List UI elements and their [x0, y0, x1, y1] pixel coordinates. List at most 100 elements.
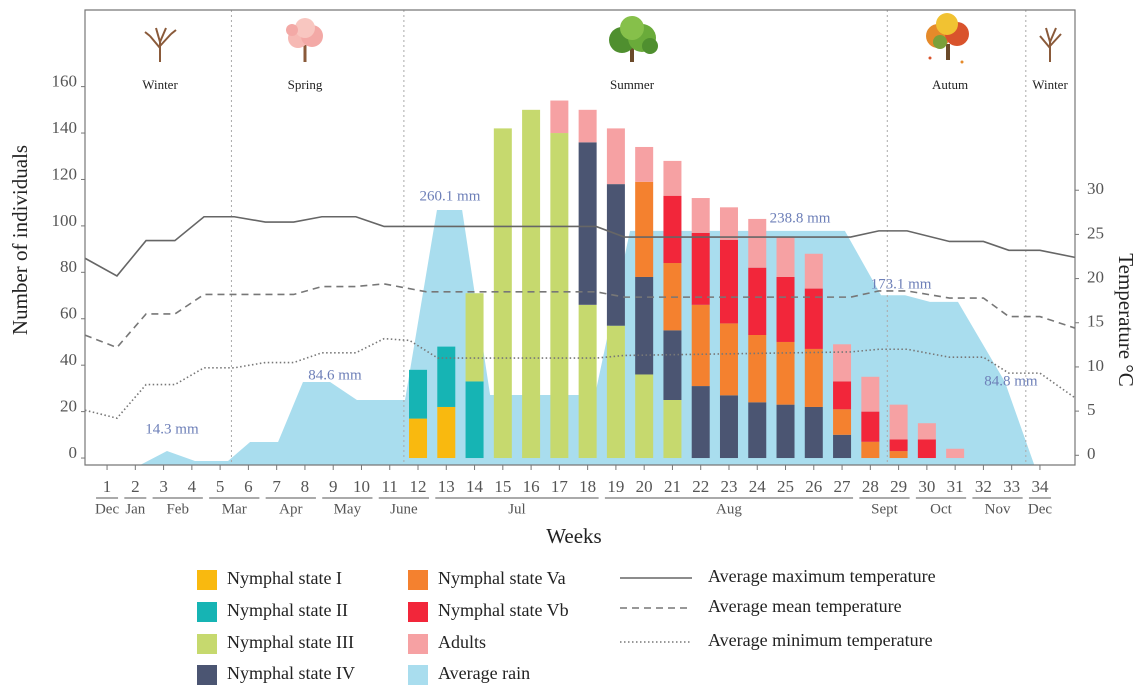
y2-tick-label: 30: [1087, 179, 1104, 198]
month-label: June: [390, 501, 418, 517]
x-tick-label: 27: [834, 477, 852, 496]
month-label: Dec: [95, 501, 119, 517]
rain-label: 260.1 mm: [420, 188, 481, 204]
y-tick-label: 20: [60, 397, 77, 416]
bar-segment: [805, 349, 823, 407]
bar-segment: [946, 449, 964, 458]
y-tick-label: 80: [60, 257, 77, 276]
bar-segment: [409, 370, 427, 419]
bar-segment: [720, 395, 738, 458]
bar-segment: [663, 400, 681, 458]
bar-segment: [635, 182, 653, 277]
month-label: Sept: [871, 501, 899, 517]
x-tick-label: 10: [353, 477, 370, 496]
bar-segment: [550, 133, 568, 458]
x-tick-label: 2: [131, 477, 140, 496]
rain-label: 173.1 mm: [871, 277, 932, 293]
bar-segment: [748, 402, 766, 458]
bar-segment: [663, 196, 681, 263]
month-label: Nov: [985, 501, 1011, 517]
bar-segment: [777, 405, 795, 458]
legend-label: Average maximum temperature: [708, 566, 936, 586]
y-tick-label: 60: [60, 304, 77, 323]
bar-segment: [635, 147, 653, 182]
bar-segment: [494, 128, 512, 458]
bar-segment: [720, 323, 738, 395]
bar-segment: [607, 184, 625, 326]
x-tick-label: 34: [1031, 477, 1049, 496]
x-tick-label: 11: [382, 477, 398, 496]
season-label: Spring: [288, 77, 323, 92]
bar-segment: [833, 409, 851, 435]
legend-swatch: [197, 570, 217, 590]
bar-segment: [861, 442, 879, 458]
y2-tick-label: 5: [1087, 400, 1096, 419]
y-tick-label: 140: [52, 118, 78, 137]
bar-segment: [861, 377, 879, 412]
y2-tick-label: 25: [1087, 223, 1104, 242]
x-tick-label: 31: [947, 477, 964, 496]
y2-tick-label: 10: [1087, 356, 1104, 375]
season-label: Winter: [1032, 77, 1068, 92]
y-tick-label: 100: [52, 211, 78, 230]
month-label: Dec: [1028, 501, 1052, 517]
legend-swatch: [408, 602, 428, 622]
bar-segment: [918, 439, 936, 458]
month-label: Jan: [125, 501, 145, 517]
x-tick-label: 25: [777, 477, 794, 496]
season-label: Summer: [610, 77, 655, 92]
x-tick-label: 20: [636, 477, 653, 496]
bar-segment: [777, 238, 795, 277]
x-axis-title: Weeks: [546, 524, 601, 548]
bar-segment: [720, 207, 738, 240]
bar-segment: [635, 374, 653, 458]
bar-segment: [437, 347, 455, 407]
x-tick-label: 15: [494, 477, 511, 496]
x-tick-label: 33: [1003, 477, 1020, 496]
x-tick-label: 32: [975, 477, 992, 496]
bar-segment: [890, 439, 908, 451]
month-label: Oct: [930, 501, 952, 517]
bar-segment: [833, 381, 851, 409]
rain-label: 84.8 mm: [984, 373, 1038, 389]
x-tick-label: 29: [890, 477, 907, 496]
x-tick-label: 19: [607, 477, 624, 496]
legend-label: Nymphal state Vb: [438, 600, 569, 620]
x-tick-label: 7: [272, 477, 281, 496]
x-tick-label: 21: [664, 477, 681, 496]
bar-segment: [437, 407, 455, 458]
legend-label: Nymphal state IV: [227, 663, 355, 683]
x-tick-label: 12: [410, 477, 427, 496]
month-label: Feb: [166, 501, 189, 517]
bar-segment: [550, 101, 568, 133]
x-tick-label: 8: [301, 477, 310, 496]
bar-segment: [607, 128, 625, 184]
bar-segment: [466, 293, 484, 381]
bar-segment: [805, 254, 823, 289]
bar-segment: [805, 407, 823, 458]
legend-label: Nymphal state II: [227, 600, 348, 620]
x-tick-label: 17: [551, 477, 569, 496]
legend-swatch: [197, 634, 217, 654]
legend-label: Average mean temperature: [708, 596, 902, 616]
month-label: Aug: [716, 501, 742, 517]
x-tick-label: 6: [244, 477, 253, 496]
season-label: Autum: [932, 77, 968, 92]
legend-swatch: [197, 602, 217, 622]
x-tick-label: 13: [438, 477, 455, 496]
bar-segment: [579, 110, 597, 143]
bar-segment: [466, 381, 484, 458]
bar-segment: [890, 451, 908, 458]
season-label: Winter: [142, 77, 178, 92]
bar-segment: [720, 240, 738, 324]
x-tick-label: 9: [329, 477, 338, 496]
x-tick-label: 30: [918, 477, 935, 496]
bar-segment: [890, 405, 908, 440]
bar-segment: [748, 268, 766, 335]
bar-segment: [579, 305, 597, 458]
bar-segment: [692, 233, 710, 305]
y-tick-label: 40: [60, 350, 77, 369]
x-tick-label: 24: [749, 477, 767, 496]
legend-label: Adults: [438, 632, 486, 652]
month-label: Apr: [279, 501, 302, 517]
